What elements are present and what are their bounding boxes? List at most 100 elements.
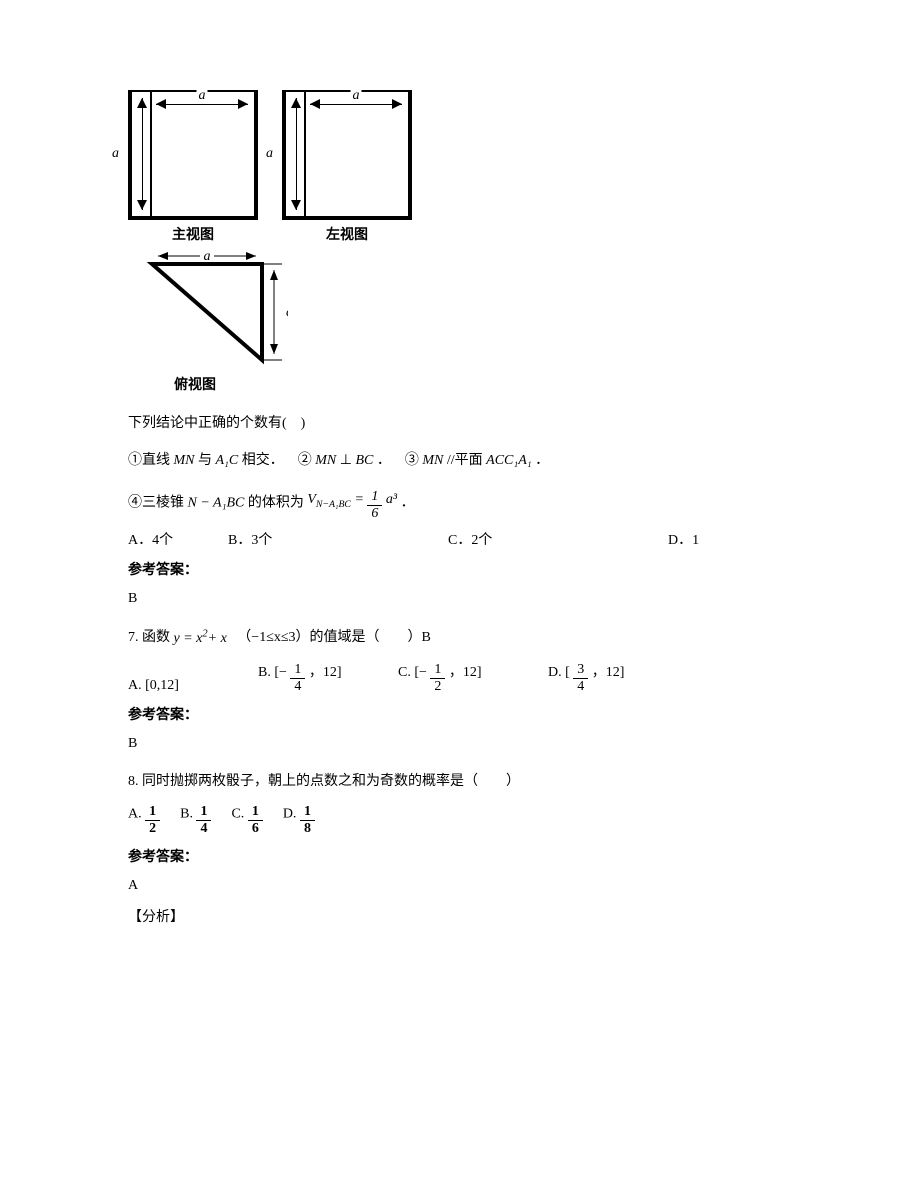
three-views: a a 主视图 <box>128 90 792 394</box>
q8-num: 8. <box>128 774 139 789</box>
opt-tail: ，12] <box>592 665 625 680</box>
q8-answer-head: 参考答案： <box>128 846 792 866</box>
q8-answer: A <box>128 878 792 894</box>
frac-den: 4 <box>196 821 211 836</box>
opt-bracket: [ <box>565 665 573 680</box>
q6-statements-row1: ①直线 MN 与 A₁C 相交． ② MN ⊥ BC ． ③ MN //平面 A… <box>128 446 792 477</box>
s4-name: N − A₁BC <box>188 495 245 510</box>
left-view-inner-line <box>304 92 306 216</box>
q6-prompt: 下列结论中正确的个数有( ) <box>128 410 792 438</box>
frac-num: 1 <box>196 804 211 820</box>
frac-num: 1 <box>145 804 160 820</box>
q7-opt-d: D. [ 3 4 ，12] <box>548 661 624 694</box>
q8-opt-a: A. 1 2 <box>128 804 160 836</box>
dim-arrow-horizontal: a <box>156 98 248 112</box>
top-view-caption: 俯视图 <box>128 374 262 394</box>
frac-num: 1 <box>430 662 445 678</box>
q7-answer: B <box>128 736 792 752</box>
q7-num: 7. <box>128 630 139 645</box>
s1-post: 相交． <box>242 453 284 468</box>
frac-den: 2 <box>430 679 445 694</box>
q6-opt-c: C．2个 <box>448 529 668 549</box>
s2-pre: ② <box>298 453 312 468</box>
front-view-caption: 主视图 <box>128 224 258 244</box>
fraction-icon: 1 6 <box>367 489 382 521</box>
s3-post: ． <box>535 453 549 468</box>
svg-text:a: a <box>286 305 288 320</box>
svg-text:a: a <box>204 250 211 264</box>
views-top-row: a a 主视图 <box>128 90 792 244</box>
q7-yx: y = x <box>174 631 203 646</box>
opt-label: C. <box>231 807 244 822</box>
q8-opt-c: C. 1 6 <box>231 804 262 836</box>
front-view-inner-line <box>150 92 152 216</box>
s4-post: ． <box>401 495 415 510</box>
q7-tail: + x <box>208 631 227 646</box>
opt-label: D. <box>283 807 297 822</box>
top-view-svg: a a <box>128 250 288 370</box>
fraction-icon: 1 2 <box>430 662 445 694</box>
fraction-icon: 1 4 <box>196 804 211 836</box>
q7-answer-head: 参考答案： <box>128 704 792 724</box>
s4-a3: a³ <box>386 492 397 507</box>
frac-den: 2 <box>145 821 160 836</box>
s4-sub: N−A₁BC <box>316 499 351 510</box>
s4-mid: 的体积为 <box>248 495 304 510</box>
q8-text: 同时抛掷两枚骰子，朝上的点数之和为奇数的概率是（ ） <box>142 774 520 789</box>
dim-label-a: a <box>351 88 362 104</box>
q7-domain: （−1≤x≤3）的值域是（ ）B <box>230 630 431 645</box>
s4-v: V <box>307 492 316 507</box>
opt-label: A. <box>128 678 142 693</box>
fraction-icon: 1 2 <box>145 804 160 836</box>
s1-ac: A₁C <box>216 453 239 468</box>
q7-expr: y = x2+ x <box>174 631 231 646</box>
q8-analysis: 【分析】 <box>128 906 792 926</box>
frac-den: 4 <box>573 679 588 694</box>
s3-mn: MN <box>422 453 443 468</box>
fraction-icon: 1 6 <box>248 804 263 836</box>
s2-post: ． <box>377 453 391 468</box>
front-view-box: a a <box>128 90 258 220</box>
frac-den: 8 <box>300 821 315 836</box>
opt-tail: ，12] <box>449 665 482 680</box>
q6-answer-head: 参考答案： <box>128 559 792 579</box>
s2-mn: MN <box>315 453 336 468</box>
left-view-box: a a <box>282 90 412 220</box>
opt-label: A. <box>128 807 142 822</box>
q6-statement4: ④三棱锥 N − A₁BC 的体积为 VN−A₁BC = 1 6 a³ ． <box>128 485 792 521</box>
dim-arrow-vertical <box>136 98 150 210</box>
frac-den: 4 <box>290 679 305 694</box>
opt-bracket: [− <box>274 665 287 680</box>
s4-eq: = <box>351 492 367 507</box>
s1-pre: ①直线 <box>128 453 170 468</box>
s1-mn: MN <box>174 453 195 468</box>
q7-opt-a: A. [0,12] <box>128 678 258 694</box>
q7: 7. 函数 y = x2+ x （−1≤x≤3）的值域是（ ）B <box>128 623 792 653</box>
s4-pre: ④三棱锥 <box>128 495 184 510</box>
q6-opt-a: A．4个 <box>128 529 228 549</box>
q6-opt-b: B．3个 <box>228 529 448 549</box>
s1-yu: 与 <box>198 453 212 468</box>
fraction-icon: 1 4 <box>290 662 305 694</box>
frac-num: 3 <box>573 662 588 678</box>
front-view: a a 主视图 <box>128 90 258 244</box>
q8: 8. 同时抛掷两枚骰子，朝上的点数之和为奇数的概率是（ ） <box>128 768 792 796</box>
fraction-icon: 1 8 <box>300 804 315 836</box>
dim-label-a: a <box>266 146 273 162</box>
dim-arrow-vertical <box>290 98 304 210</box>
q7-opt-c: C. [− 1 2 ，12] <box>398 661 548 694</box>
s3-par: //平面 <box>447 453 483 468</box>
q8-opt-b: B. 1 4 <box>180 804 211 836</box>
s2-bc: BC <box>355 453 373 468</box>
left-view-caption: 左视图 <box>282 224 412 244</box>
s3-plane: ACC₁A₁ <box>486 453 532 468</box>
frac-num: 1 <box>248 804 263 820</box>
s4-formula: VN−A₁BC = 1 6 a³ <box>307 492 400 507</box>
q8-options: A. 1 2 B. 1 4 C. 1 6 D. 1 8 <box>128 804 792 836</box>
top-view: a a 俯视图 <box>128 250 288 394</box>
q7-opt-b: B. [− 1 4 ，12] <box>258 661 398 694</box>
frac-num: 1 <box>290 662 305 678</box>
frac-den: 6 <box>248 821 263 836</box>
q6-answer: B <box>128 591 792 607</box>
q7-options: A. [0,12] B. [− 1 4 ，12] C. [− 1 2 ，12] … <box>128 661 792 694</box>
